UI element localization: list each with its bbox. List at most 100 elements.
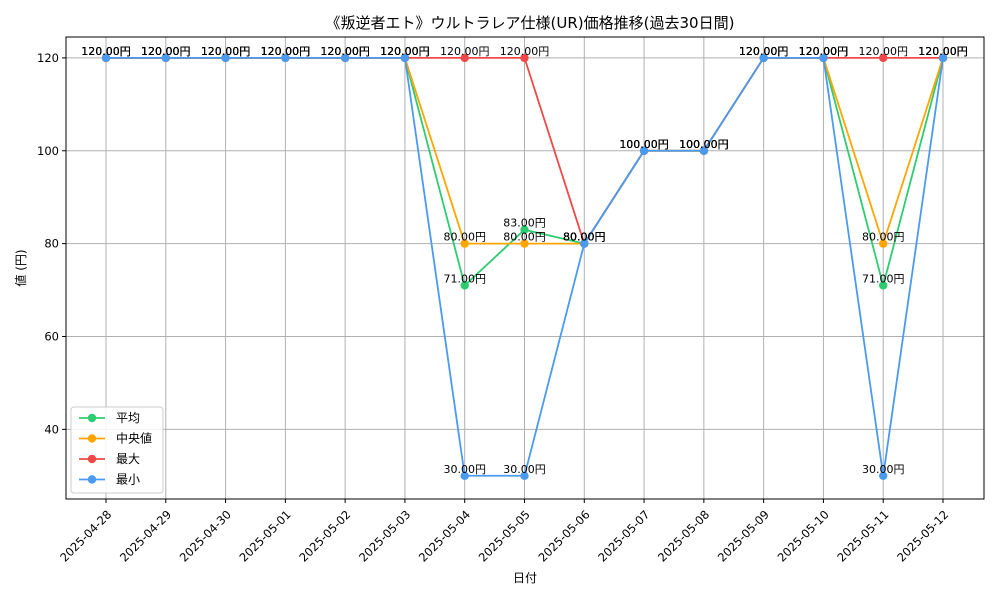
data-point — [520, 239, 529, 248]
data-point — [460, 239, 469, 248]
data-label: 71.00円 — [862, 272, 905, 285]
y-tick-label: 80 — [44, 237, 59, 251]
legend-label: 平均 — [116, 411, 140, 425]
data-label: 80.00円 — [563, 231, 606, 244]
data-point — [161, 53, 170, 63]
chart-title: 《叛逆者エト》ウルトラレア仕様(UR)価格推移(過去30日間) — [326, 14, 735, 32]
y-tick-label: 60 — [44, 329, 59, 343]
data-point — [460, 53, 469, 63]
data-label: 80.00円 — [443, 231, 486, 244]
x-tick-label: 2025-04-28 — [57, 507, 114, 564]
series-lines — [101, 53, 948, 480]
legend-marker — [87, 413, 97, 423]
data-label: 120.00円 — [320, 45, 370, 58]
x-tick-label: 2025-05-04 — [416, 507, 473, 564]
data-label: 120.00円 — [918, 45, 968, 58]
data-label: 120.00円 — [858, 45, 908, 58]
data-label: 100.00円 — [619, 138, 669, 151]
legend-label: 最小 — [116, 473, 140, 487]
legend-label: 中央値 — [116, 431, 152, 446]
data-point — [460, 471, 469, 480]
data-label: 120.00円 — [320, 45, 370, 58]
data-point — [639, 146, 649, 155]
plot-frame — [65, 36, 985, 500]
data-label: 120.00円 — [380, 45, 430, 58]
data-label: 120.00円 — [261, 45, 311, 58]
data-label: 120.00円 — [918, 45, 968, 58]
x-tick-label: 2025-04-30 — [177, 507, 234, 564]
x-tick-label: 2025-05-12 — [894, 507, 951, 564]
data-label: 120.00円 — [141, 45, 191, 58]
data-label: 120.00円 — [739, 45, 789, 58]
data-label: 100.00円 — [679, 138, 729, 151]
data-point — [281, 53, 290, 63]
data-label: 120.00円 — [141, 45, 191, 58]
data-label: 100.00円 — [679, 138, 729, 151]
data-point — [759, 53, 768, 63]
x-tick-label: 2025-05-09 — [715, 507, 772, 564]
data-label: 120.00円 — [261, 45, 311, 58]
data-label: 30.00円 — [503, 463, 546, 476]
axis-ticks: 2025-04-28 2025-04-29 2025-04-30 2025-05-01… — [37, 51, 951, 565]
data-label: 120.00円 — [739, 45, 789, 58]
x-tick-label: 2025-05-02 — [296, 507, 353, 564]
data-label: 100.00円 — [679, 138, 729, 151]
legend-marker — [87, 434, 97, 443]
data-label: 100.00円 — [679, 138, 729, 151]
y-tick-label: 120 — [37, 51, 59, 65]
data-label: 80.00円 — [563, 231, 606, 244]
data-label: 120.00円 — [320, 45, 370, 58]
data-label: 30.00円 — [443, 463, 486, 476]
y-tick-label: 100 — [37, 144, 59, 158]
data-label: 80.00円 — [563, 231, 606, 244]
x-tick-label: 2025-05-05 — [476, 507, 533, 564]
data-label: 100.00円 — [619, 138, 669, 151]
data-label: 120.00円 — [141, 45, 191, 58]
x-tick-label: 2025-05-11 — [834, 507, 891, 564]
data-label: 120.00円 — [320, 45, 370, 58]
data-label: 120.00円 — [201, 45, 251, 58]
data-point — [520, 53, 529, 63]
data-label: 120.00円 — [201, 45, 251, 58]
data-label: 120.00円 — [201, 45, 251, 58]
data-point — [101, 53, 111, 63]
data-label: 120.00円 — [799, 45, 849, 58]
data-label: 120.00円 — [201, 45, 251, 58]
data-label: 120.00円 — [81, 45, 131, 58]
x-tick-label: 2025-05-07 — [595, 507, 652, 564]
data-label: 120.00円 — [799, 45, 849, 58]
data-label: 120.00円 — [81, 45, 131, 58]
x-tick-label: 2025-04-29 — [117, 507, 174, 564]
data-label: 120.00円 — [261, 45, 311, 58]
data-label: 83.00円 — [503, 217, 546, 230]
data-labels: 120.00円 120.00円 120.00円 120.00円 120.00円 120.0… — [81, 45, 968, 476]
data-label: 100.00円 — [619, 138, 669, 151]
data-point — [819, 53, 828, 63]
data-point — [221, 53, 230, 63]
data-label: 120.00円 — [918, 45, 968, 58]
data-label: 120.00円 — [81, 45, 131, 58]
x-tick-label: 2025-05-10 — [775, 507, 832, 564]
data-point — [879, 239, 888, 248]
data-point — [699, 146, 709, 155]
legend-marker — [87, 475, 97, 484]
data-point — [580, 239, 589, 248]
data-label: 120.00円 — [380, 45, 430, 58]
data-label: 120.00円 — [380, 45, 430, 58]
legend-marker — [87, 454, 97, 464]
data-label: 80.00円 — [862, 231, 905, 244]
data-point — [400, 53, 410, 63]
data-label: 120.00円 — [440, 45, 490, 58]
x-tick-label: 2025-05-01 — [237, 507, 294, 564]
data-point — [879, 281, 888, 290]
data-label: 100.00円 — [619, 138, 669, 151]
data-label: 120.00円 — [799, 45, 849, 58]
data-point — [340, 53, 350, 63]
x-tick-label: 2025-05-08 — [655, 507, 712, 564]
data-point — [520, 225, 529, 234]
y-axis-label: 値 (円) — [13, 249, 28, 286]
data-label: 120.00円 — [141, 45, 191, 58]
x-tick-label: 2025-05-03 — [356, 507, 413, 564]
